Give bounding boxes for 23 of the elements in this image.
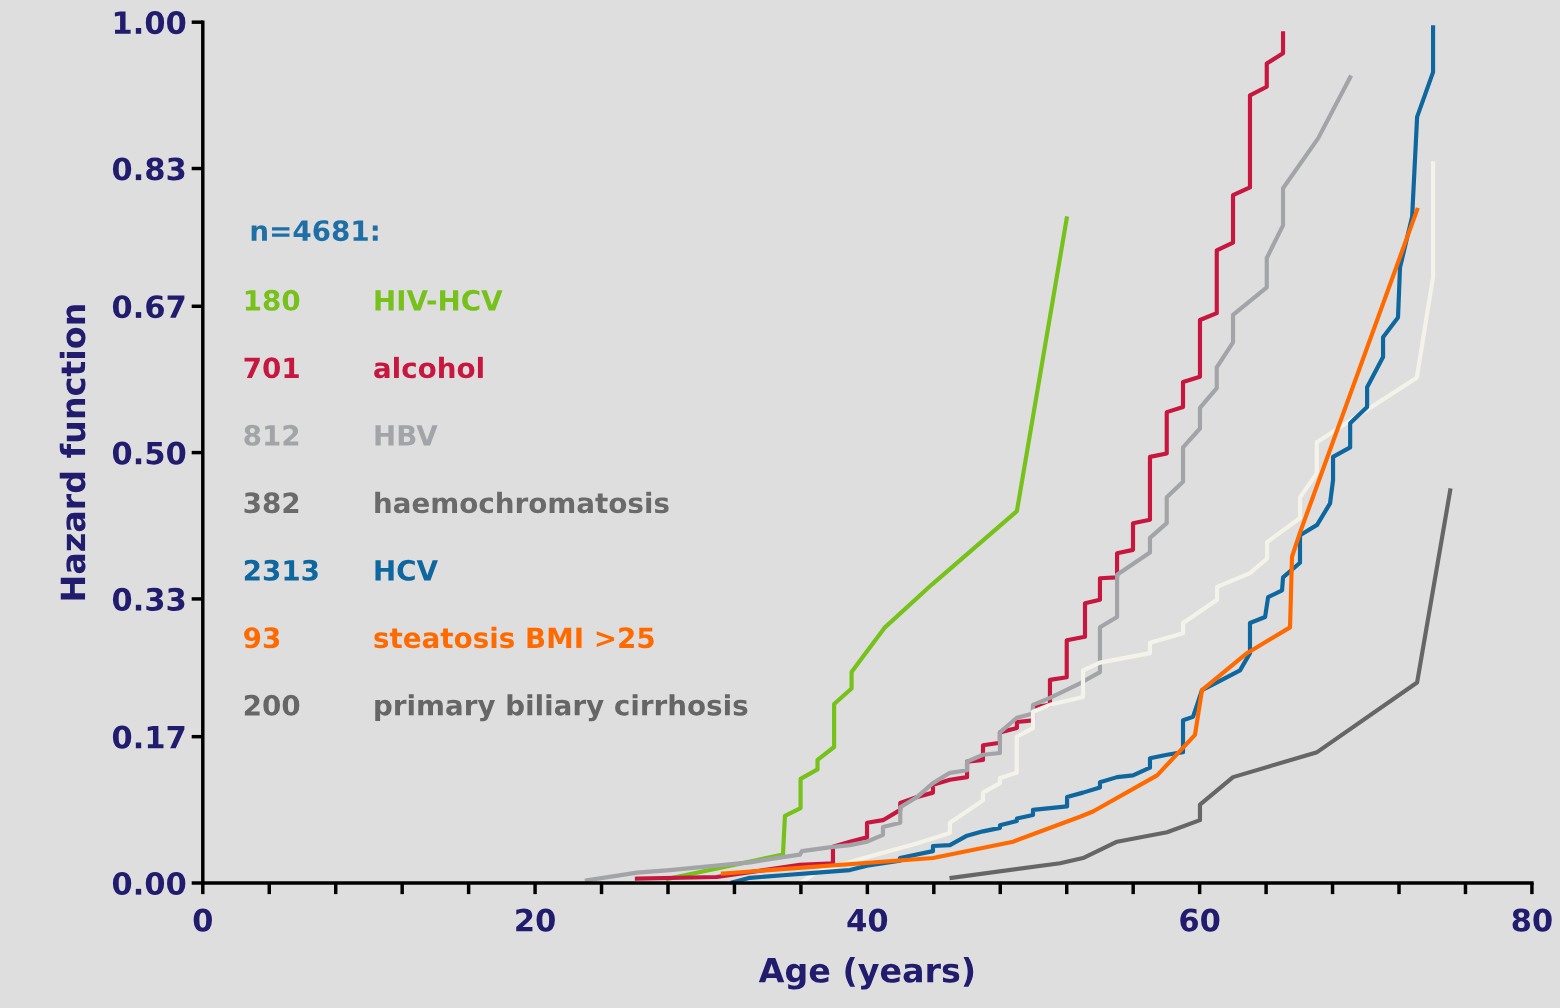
text: 180 HIV-HCV — [245, 289, 503, 311]
x-tick-label: 20 — [516, 908, 555, 932]
y-tick-label: 0.33 — [112, 587, 185, 611]
x-tick-label: 80 — [1512, 908, 1552, 932]
text: 93 steatosis BMI >25 — [244, 626, 654, 649]
text: 200 primary biliary cirrhosis — [244, 694, 748, 722]
y-tick-label: 0.83 — [112, 157, 185, 181]
y-tick-label: 0.00 — [112, 871, 186, 896]
y-tick-label: 0.50 — [112, 441, 186, 465]
text: 812 HBV — [244, 424, 438, 446]
x-axis-title: Age (years) — [758, 957, 974, 990]
legend-title: n=4681: — [251, 220, 378, 242]
y-tick-label: 1.00 — [114, 11, 186, 35]
x-tick-label: 0 — [193, 908, 212, 932]
line-series — [949, 488, 1453, 880]
text: 2313 HCV — [244, 559, 438, 581]
y-tick-label: 0.17 — [112, 725, 185, 749]
text: 382 haemochromatosis — [244, 491, 669, 514]
text: 701 alcohol — [244, 356, 483, 379]
x-tick-label: 40 — [847, 908, 888, 932]
x-tick-label: 60 — [1180, 908, 1220, 932]
y-tick-label: 0.67 — [112, 295, 185, 319]
y-axis-title: Hazard function — [59, 305, 86, 600]
